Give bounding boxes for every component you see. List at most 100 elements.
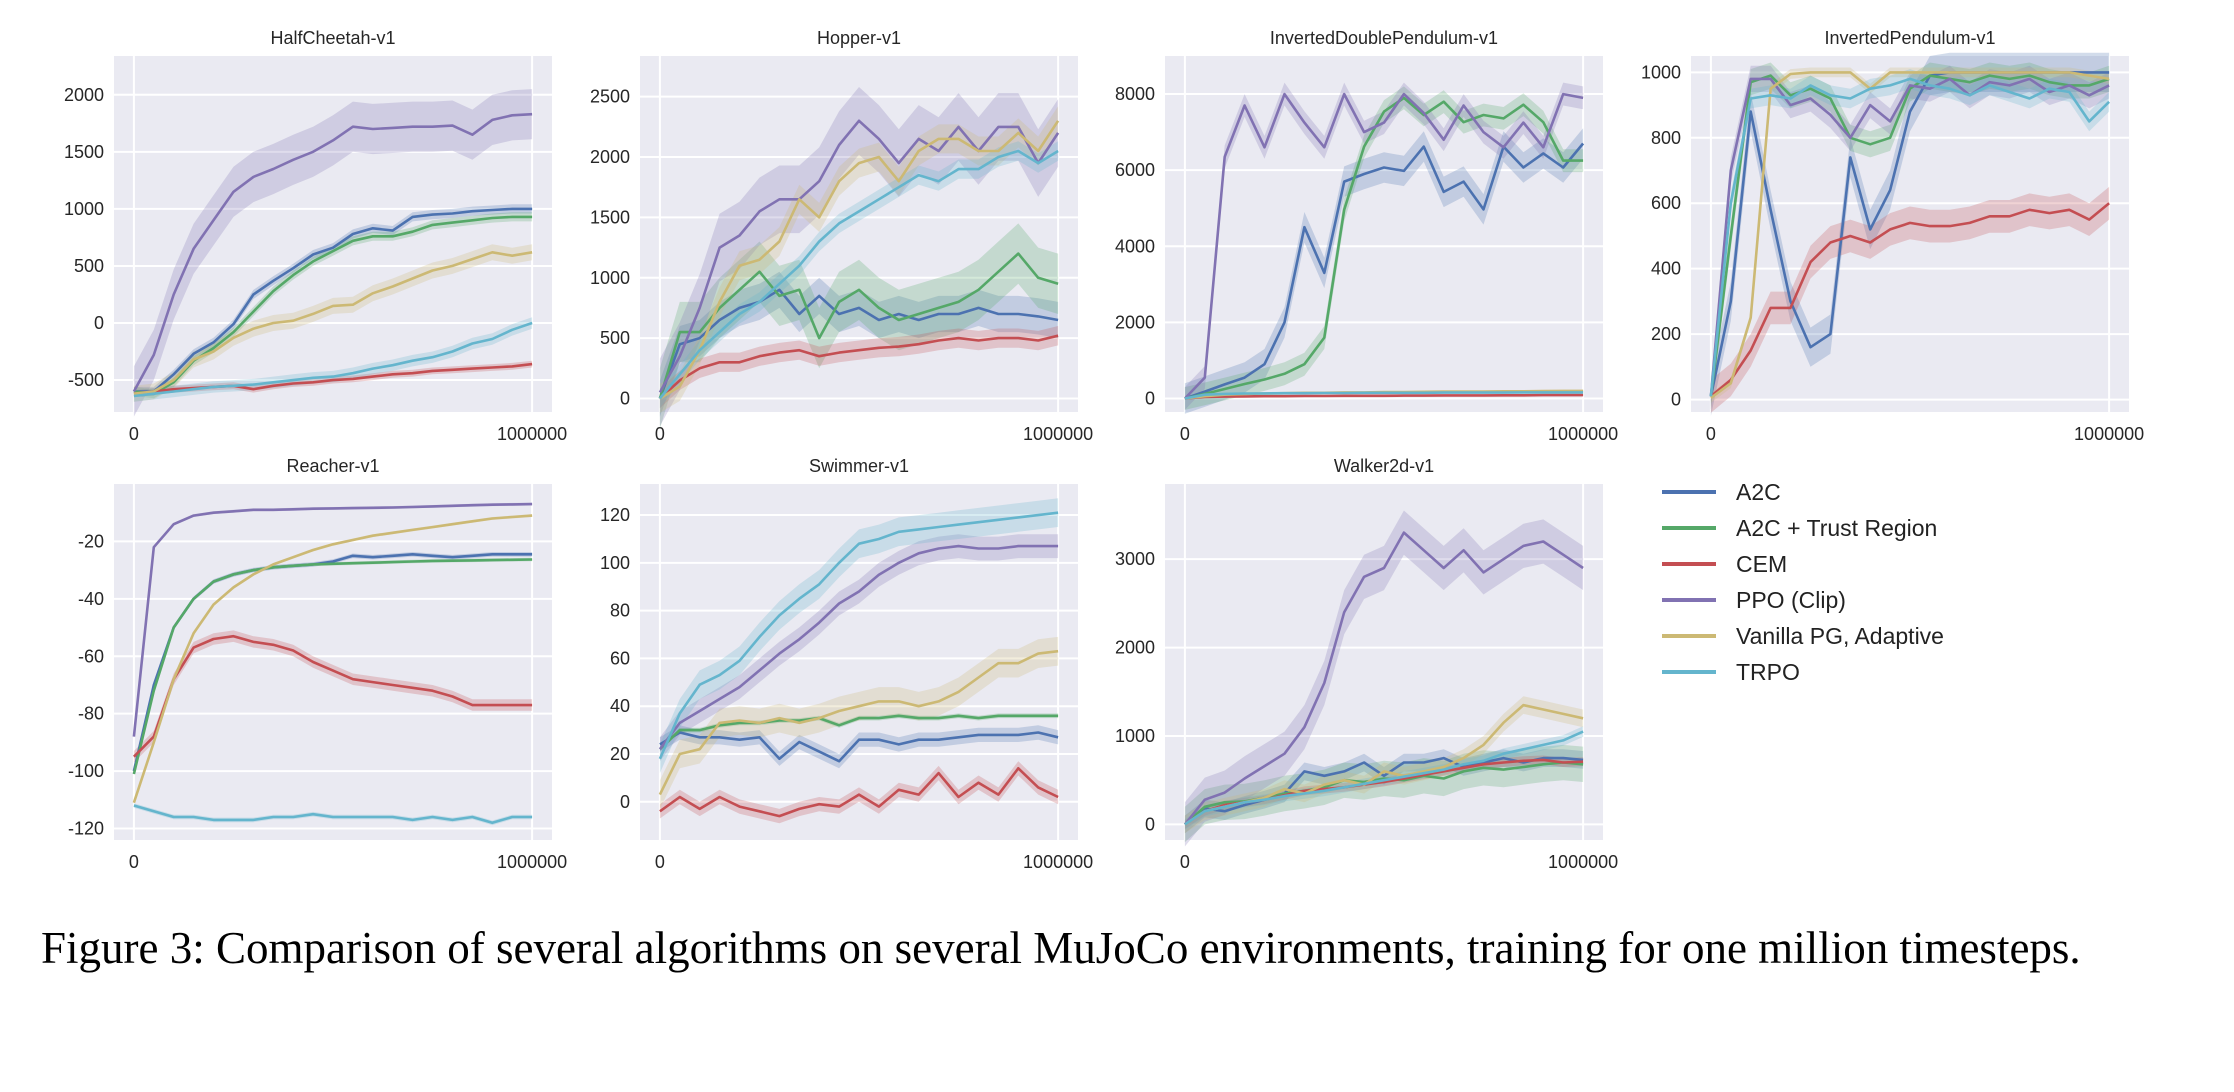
plot-area <box>1709 52 2111 416</box>
plot-background <box>114 484 552 840</box>
confidence-band <box>1184 696 1584 834</box>
x-tick-label: 1000000 <box>1023 852 1093 872</box>
legend-swatch <box>1662 598 1716 602</box>
legend-swatch <box>1662 634 1716 638</box>
y-tick-label: 100 <box>600 553 630 573</box>
series-line-trpo <box>133 321 533 398</box>
y-tick-label: 6000 <box>1115 160 1155 180</box>
series-line-cem <box>1184 393 1584 400</box>
y-tick-label: 0 <box>620 388 630 408</box>
x-tick-label: 0 <box>129 424 139 444</box>
chart-hopper-v1: 0 500 1000 1500 2000 2500 0 1000000 Hopper-v1 <box>590 28 1093 444</box>
y-tick-label: 4000 <box>1115 236 1155 256</box>
confidence-band <box>133 317 533 402</box>
y-tick-label: 1000 <box>1641 62 1681 82</box>
series-line-cem <box>1710 202 2110 398</box>
figure-caption: Figure 3: Comparison of several algorith… <box>41 923 2081 973</box>
plot-background <box>114 56 552 412</box>
y-tick-label: 400 <box>1651 259 1681 279</box>
y-tick-label: 0 <box>1145 814 1155 834</box>
legend-label: Vanilla PG, Adaptive <box>1736 622 1944 649</box>
legend-item-trpo: TRPO <box>1662 654 1944 690</box>
legend-item-cem: CEM <box>1662 546 1944 582</box>
y-tick-label: 0 <box>1671 390 1681 410</box>
series-line-a2c <box>133 207 533 393</box>
y-tick-label: 500 <box>74 256 104 276</box>
series-line-a2c <box>1184 142 1585 400</box>
series-line-vanilla-pg-adaptive <box>659 120 1060 400</box>
legend-label: A2C + Trust Region <box>1736 514 1938 541</box>
chart-title: Swimmer-v1 <box>809 456 909 476</box>
x-tick-label: 0 <box>655 424 665 444</box>
confidence-band <box>659 636 1059 809</box>
chart-title: InvertedPendulum-v1 <box>1824 28 1995 48</box>
y-tick-label: -500 <box>68 370 104 390</box>
y-tick-label: 200 <box>1651 324 1681 344</box>
confidence-band <box>659 106 1059 414</box>
y-tick-label: 1000 <box>1115 726 1155 746</box>
chart-invertedpendulum-v1: 0 200 400 600 800 1000 0 1000000 InvertedPendulu… <box>1641 28 2144 444</box>
plot-area <box>658 87 1060 429</box>
x-tick-label: 1000000 <box>1548 852 1618 872</box>
y-tick-label: 2000 <box>64 85 104 105</box>
series-line-trpo <box>658 511 1059 760</box>
confidence-band <box>133 244 533 402</box>
x-tick-label: 0 <box>1180 424 1190 444</box>
y-tick-label: 2500 <box>590 87 630 107</box>
y-tick-label: 3000 <box>1115 549 1155 569</box>
chart-inverteddoublependulum-v1: 0 2000 4000 6000 8000 0 1000000 InvertedDoubleP… <box>1115 28 1618 444</box>
confidence-band <box>133 89 533 417</box>
chart-swimmer-v1: 0 20 40 60 80 100 120 0 1000000 Swimmer-v1 <box>600 456 1093 872</box>
series-line-ppo-clip- <box>132 112 533 393</box>
y-tick-label: 0 <box>1145 388 1155 408</box>
y-tick-label: 120 <box>600 505 630 525</box>
series-line-trpo <box>658 149 1059 400</box>
y-tick-label: 20 <box>610 744 630 764</box>
y-tick-label: 60 <box>610 648 630 668</box>
series-line-ppo-clip- <box>658 544 1059 750</box>
confidence-band <box>659 271 1059 417</box>
y-tick-label: 2000 <box>1115 638 1155 658</box>
legend-item-ppo: PPO (Clip) <box>1662 582 1944 618</box>
series-line-vanilla-pg-adaptive <box>658 649 1059 796</box>
chart-reacher-v1: -120 -100 -80 -60 -40 -20 0 1000000 Reacher-v1 <box>68 456 567 872</box>
y-tick-label: 0 <box>620 792 630 812</box>
series-line-ppo-clip- <box>1183 531 1584 826</box>
chart-halfcheetah-v1: -500 0 500 1000 1500 2000 0 1000000 HalfCheetah-… <box>64 28 567 444</box>
y-tick-label: -60 <box>78 646 104 666</box>
plot-area <box>1183 510 1584 847</box>
y-tick-label: 1500 <box>590 207 630 227</box>
confidence-band <box>1184 755 1584 829</box>
chart-title: HalfCheetah-v1 <box>270 28 395 48</box>
confidence-band <box>1184 749 1584 834</box>
y-tick-label: -120 <box>68 819 104 839</box>
x-tick-label: 0 <box>129 852 139 872</box>
series-line-cem <box>659 766 1059 818</box>
y-tick-label: 800 <box>1651 128 1681 148</box>
series-line-a2c <box>659 731 1059 763</box>
confidence-band <box>1184 510 1584 847</box>
series-line-trpo <box>1184 391 1584 400</box>
plot-area <box>1183 82 1585 414</box>
legend-label: PPO (Clip) <box>1736 586 1846 613</box>
y-tick-label: 40 <box>610 696 630 716</box>
series-line-ppo-clip- <box>658 119 1060 394</box>
y-tick-label: 0 <box>94 313 104 333</box>
legend-swatch <box>1662 526 1716 530</box>
confidence-band <box>133 204 533 396</box>
series-line-a2c <box>658 288 1059 399</box>
x-tick-label: 1000000 <box>497 852 567 872</box>
plot-area <box>658 498 1059 824</box>
x-tick-label: 1000000 <box>1548 424 1618 444</box>
series-line-a2c-trust-region <box>658 252 1059 399</box>
confidence-band <box>659 223 1059 429</box>
series-line-a2c-trust-region <box>1184 96 1584 400</box>
series-line-ppo-clip- <box>1183 92 1584 400</box>
chart-walker2d-v1: 0 1000 2000 3000 0 1000000 Walker2d-v1 <box>1115 456 1618 872</box>
legend-swatch <box>1662 670 1716 674</box>
legend-item-a2c: A2C <box>1662 474 1944 510</box>
series-line-a2c-trust-region <box>132 558 533 775</box>
x-tick-label: 0 <box>1706 424 1716 444</box>
confidence-band <box>659 761 1059 824</box>
